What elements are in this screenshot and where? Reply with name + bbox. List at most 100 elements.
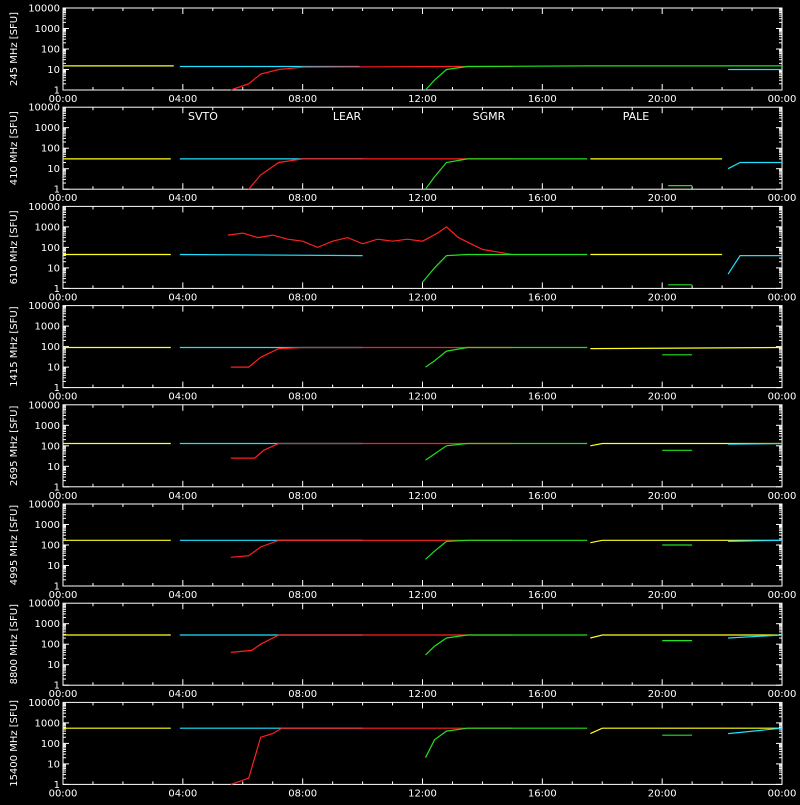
series-line-lear [727,255,782,275]
y-axis-label: 1415 MHz [SFU] [9,306,20,387]
x-tick-label: 20:00 [648,590,677,601]
y-tick-label: 10 [47,759,60,770]
x-tick-label: 12:00 [408,491,437,502]
y-axis-label: 15400 MHz [SFU] [9,700,20,787]
x-tick-label: 00:00 [768,94,797,105]
x-tick-label: 04:00 [168,689,197,700]
series-line-lear [728,634,783,639]
y-axis-label: 8800 MHz [SFU] [9,604,20,685]
y-tick-label: 100 [41,541,60,552]
y-tick-label: 10 [47,660,60,671]
x-tick-label: 12:00 [408,788,437,799]
x-tick-label: 16:00 [528,292,557,303]
x-tick-label: 00:00 [768,292,797,303]
x-tick-label: 20:00 [648,193,677,204]
x-tick-label: 00:00 [768,689,797,700]
x-tick-label: 00:00 [768,788,797,799]
x-tick-label: 00:00 [49,491,78,502]
x-tick-label: 00:00 [768,392,797,403]
y-tick-label: 10 [47,164,60,175]
y-tick-label: 100 [41,144,60,155]
y-tick-label: 10000 [28,103,60,114]
series-line-svto [230,442,513,459]
series-line-sgmr [424,727,588,758]
x-tick-label: 12:00 [408,292,437,303]
series-line-svto [230,346,513,368]
y-tick-label: 1 [54,86,60,97]
y-tick-label: 10 [47,263,60,274]
y-tick-label: 1000 [35,619,60,630]
y-tick-label: 100 [41,45,60,56]
y-tick-label: 10000 [28,698,60,709]
y-axis-label: 4995 MHz [SFU] [9,505,20,586]
y-tick-label: 100 [41,640,60,651]
plot-frame [62,305,783,389]
legend-entry-lear: LEAR [333,110,362,123]
x-tick-label: 00:00 [768,491,797,502]
plot-frame [62,106,783,190]
y-tick-label: 1 [54,681,60,692]
y-tick-label: 1000 [35,123,60,134]
x-tick-label: 08:00 [288,392,317,403]
panel-2695-mhz: 1 10 100 1000 10000 00:00 04:00 08:00 12:00 16:00… [9,400,796,502]
x-tick-label: 16:00 [528,788,557,799]
y-tick-label: 10 [47,363,60,374]
x-tick-label: 16:00 [528,193,557,204]
series-line-pale [590,346,783,350]
x-tick-label: 08:00 [288,193,317,204]
x-tick-label: 00:00 [49,392,78,403]
panel-245-mhz: 1 10 100 1000 10000 00:00 04:00 08:00 12:00 16:00… [9,4,796,106]
y-tick-label: 1 [54,482,60,493]
y-tick-label: 10000 [28,4,60,15]
series-line-sgmr [422,253,588,283]
x-tick-label: 20:00 [648,292,677,303]
x-tick-label: 04:00 [168,292,197,303]
series-line-pale [590,727,782,735]
series-line-pale [590,634,782,639]
x-tick-label: 08:00 [288,94,317,105]
y-axis-label: 245 MHz [SFU] [9,12,20,86]
x-tick-label: 00:00 [768,193,797,204]
y-tick-label: 10000 [28,301,60,312]
series-line-svto [230,539,513,558]
y-tick-label: 1000 [35,24,60,35]
x-tick-label: 04:00 [168,788,197,799]
plot-frame [62,205,783,289]
x-tick-label: 20:00 [648,392,677,403]
series-line-lear [727,161,782,170]
series-line-svto [230,65,513,91]
series-line-pale [590,442,782,447]
plot-frame [62,404,783,488]
x-tick-label: 08:00 [288,292,317,303]
series-line-lear [179,253,363,257]
panel-610-mhz: 1 10 100 1000 10000 00:00 04:00 08:00 12:00 16:00… [9,202,796,304]
y-axis-label: 410 MHz [SFU] [9,111,20,185]
x-tick-label: 00:00 [49,292,78,303]
y-tick-label: 1000 [35,222,60,233]
series-line-sgmr [425,539,588,560]
y-tick-label: 10 [47,462,60,473]
x-tick-label: 12:00 [408,689,437,700]
y-tick-label: 100 [41,739,60,750]
panel-4995-mhz: 1 10 100 1000 10000 00:00 04:00 08:00 12:00 16:00… [9,500,796,602]
plot-frame [62,602,783,686]
x-tick-label: 16:00 [528,689,557,700]
y-tick-label: 10000 [28,400,60,411]
y-tick-label: 1 [54,383,60,394]
x-tick-label: 16:00 [528,94,557,105]
x-tick-label: 12:00 [408,590,437,601]
y-tick-label: 1000 [35,520,60,531]
x-tick-label: 08:00 [288,689,317,700]
y-tick-label: 10000 [28,599,60,610]
plot-frame [62,7,783,91]
x-tick-label: 08:00 [288,491,317,502]
x-tick-label: 20:00 [648,788,677,799]
y-axis-label: 2695 MHz [SFU] [9,405,20,486]
y-tick-label: 100 [41,342,60,353]
series-line-lear [728,539,783,542]
x-tick-label: 16:00 [528,491,557,502]
y-tick-label: 1000 [35,421,60,432]
plot-frame [62,701,783,785]
